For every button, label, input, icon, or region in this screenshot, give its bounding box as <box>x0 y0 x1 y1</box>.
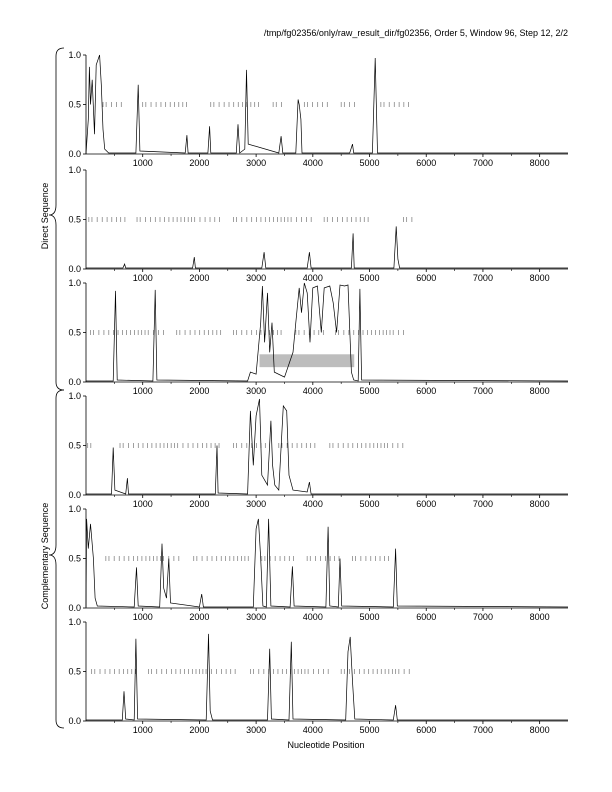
x-tick-label: 3000 <box>246 386 266 396</box>
x-tick-label: 3000 <box>246 499 266 509</box>
x-tick-label: 7000 <box>473 273 493 283</box>
x-tick-label: 3000 <box>246 273 266 283</box>
x-tick-label: 1000 <box>133 386 153 396</box>
x-tick-label: 6000 <box>416 386 436 396</box>
x-tick-label: 2000 <box>189 273 209 283</box>
y-tick-label: 0.0 <box>68 264 81 274</box>
x-tick-label: 6000 <box>416 273 436 283</box>
series-line <box>85 518 569 608</box>
x-tick-label: 8000 <box>530 158 550 168</box>
x-axis-label: Nucleotide Position <box>287 740 364 750</box>
x-tick-label: 1000 <box>133 725 153 735</box>
y-tick-label: 0.5 <box>68 554 81 564</box>
x-tick-label: 6000 <box>416 158 436 168</box>
x-tick-label: 3000 <box>246 725 266 735</box>
y-tick-label: 0.5 <box>68 441 81 451</box>
panel-3: 0.0 0.5 1.0 1000 2000 3000 4000 5000 6000 7000 800… <box>68 278 569 396</box>
x-tick-label: 7000 <box>473 386 493 396</box>
x-tick-label: 2000 <box>189 158 209 168</box>
x-tick-label: 4000 <box>303 725 323 735</box>
series-line <box>86 398 568 495</box>
complementary-sequence-bracket <box>48 389 65 729</box>
x-tick-label: 8000 <box>530 612 550 622</box>
x-tick-label: 1000 <box>133 273 153 283</box>
y-tick-label: 1.0 <box>68 391 81 401</box>
panels: 0.0 0.5 1.0 1000 2000 3000 4000 5000 6000 7000 800… <box>68 50 569 735</box>
x-tick-label: 4000 <box>303 158 323 168</box>
x-tick-label: 4000 <box>303 273 323 283</box>
x-tick-label: 2000 <box>189 612 209 622</box>
series-line <box>86 282 569 382</box>
y-tick-label: 0.0 <box>68 149 81 159</box>
y-tick-label: 1.0 <box>68 504 81 514</box>
x-tick-label: 4000 <box>303 612 323 622</box>
x-tick-label: 2000 <box>189 386 209 396</box>
x-tick-label: 3000 <box>246 158 266 168</box>
x-tick-label: 1000 <box>133 499 153 509</box>
y-tick-label: 0.5 <box>68 215 81 225</box>
x-tick-label: 8000 <box>530 499 550 509</box>
x-tick-label: 8000 <box>530 725 550 735</box>
series-line <box>86 226 568 269</box>
x-tick-label: 3000 <box>246 612 266 622</box>
complementary-sequence-label: Complementary Sequence <box>40 503 50 610</box>
x-tick-label: 6000 <box>416 499 436 509</box>
y-tick-label: 0.5 <box>68 667 81 677</box>
x-tick-label: 1000 <box>133 612 153 622</box>
x-tick-label: 7000 <box>473 612 493 622</box>
y-tick-label: 0.5 <box>68 328 81 338</box>
panel-6: 0.0 0.5 1.0 1000 2000 3000 4000 5000 6000 7000 800… <box>68 617 568 735</box>
x-tick-label: 5000 <box>360 158 380 168</box>
x-tick-label: 5000 <box>360 499 380 509</box>
x-tick-label: 7000 <box>473 499 493 509</box>
figure-title: /tmp/fg02356/only/raw_result_dir/fg02356… <box>264 28 568 38</box>
y-tick-label: 1.0 <box>68 278 81 288</box>
x-tick-label: 8000 <box>530 386 550 396</box>
x-tick-label: 7000 <box>473 158 493 168</box>
x-tick-label: 4000 <box>303 499 323 509</box>
x-tick-label: 6000 <box>416 725 436 735</box>
y-tick-label: 1.0 <box>68 50 81 60</box>
panel-2: 0.0 0.5 1.0 1000 2000 3000 4000 5000 6000 7000 800… <box>68 165 568 283</box>
x-tick-label: 5000 <box>360 273 380 283</box>
series-line <box>86 633 568 721</box>
series-line <box>85 54 568 155</box>
y-tick-label: 0.5 <box>68 100 81 110</box>
panel-1: 0.0 0.5 1.0 1000 2000 3000 4000 5000 6000 7000 800… <box>68 50 568 168</box>
x-tick-label: 4000 <box>303 386 323 396</box>
x-tick-label: 5000 <box>360 612 380 622</box>
y-tick-label: 0.0 <box>68 377 81 387</box>
x-tick-label: 2000 <box>189 725 209 735</box>
x-tick-label: 2000 <box>189 499 209 509</box>
panel-5: 0.0 0.5 1.0 1000 2000 3000 4000 5000 6000 7000 800… <box>68 504 569 622</box>
direct-sequence-bracket <box>48 47 65 391</box>
x-tick-label: 1000 <box>133 158 153 168</box>
y-tick-label: 1.0 <box>68 617 81 627</box>
y-tick-label: 1.0 <box>68 165 81 175</box>
x-tick-label: 6000 <box>416 612 436 622</box>
x-tick-label: 8000 <box>530 273 550 283</box>
x-tick-label: 7000 <box>473 725 493 735</box>
y-tick-label: 0.0 <box>68 716 81 726</box>
y-tick-label: 0.0 <box>68 603 81 613</box>
y-tick-label: 0.0 <box>68 490 81 500</box>
panel-4: 0.0 0.5 1.0 1000 2000 3000 4000 5000 6000 7000 800… <box>68 391 568 509</box>
x-tick-label: 5000 <box>360 725 380 735</box>
highlight-region <box>259 354 355 368</box>
group-brackets <box>48 47 65 729</box>
direct-sequence-label: Direct Sequence <box>40 183 50 250</box>
x-tick-label: 5000 <box>360 386 380 396</box>
